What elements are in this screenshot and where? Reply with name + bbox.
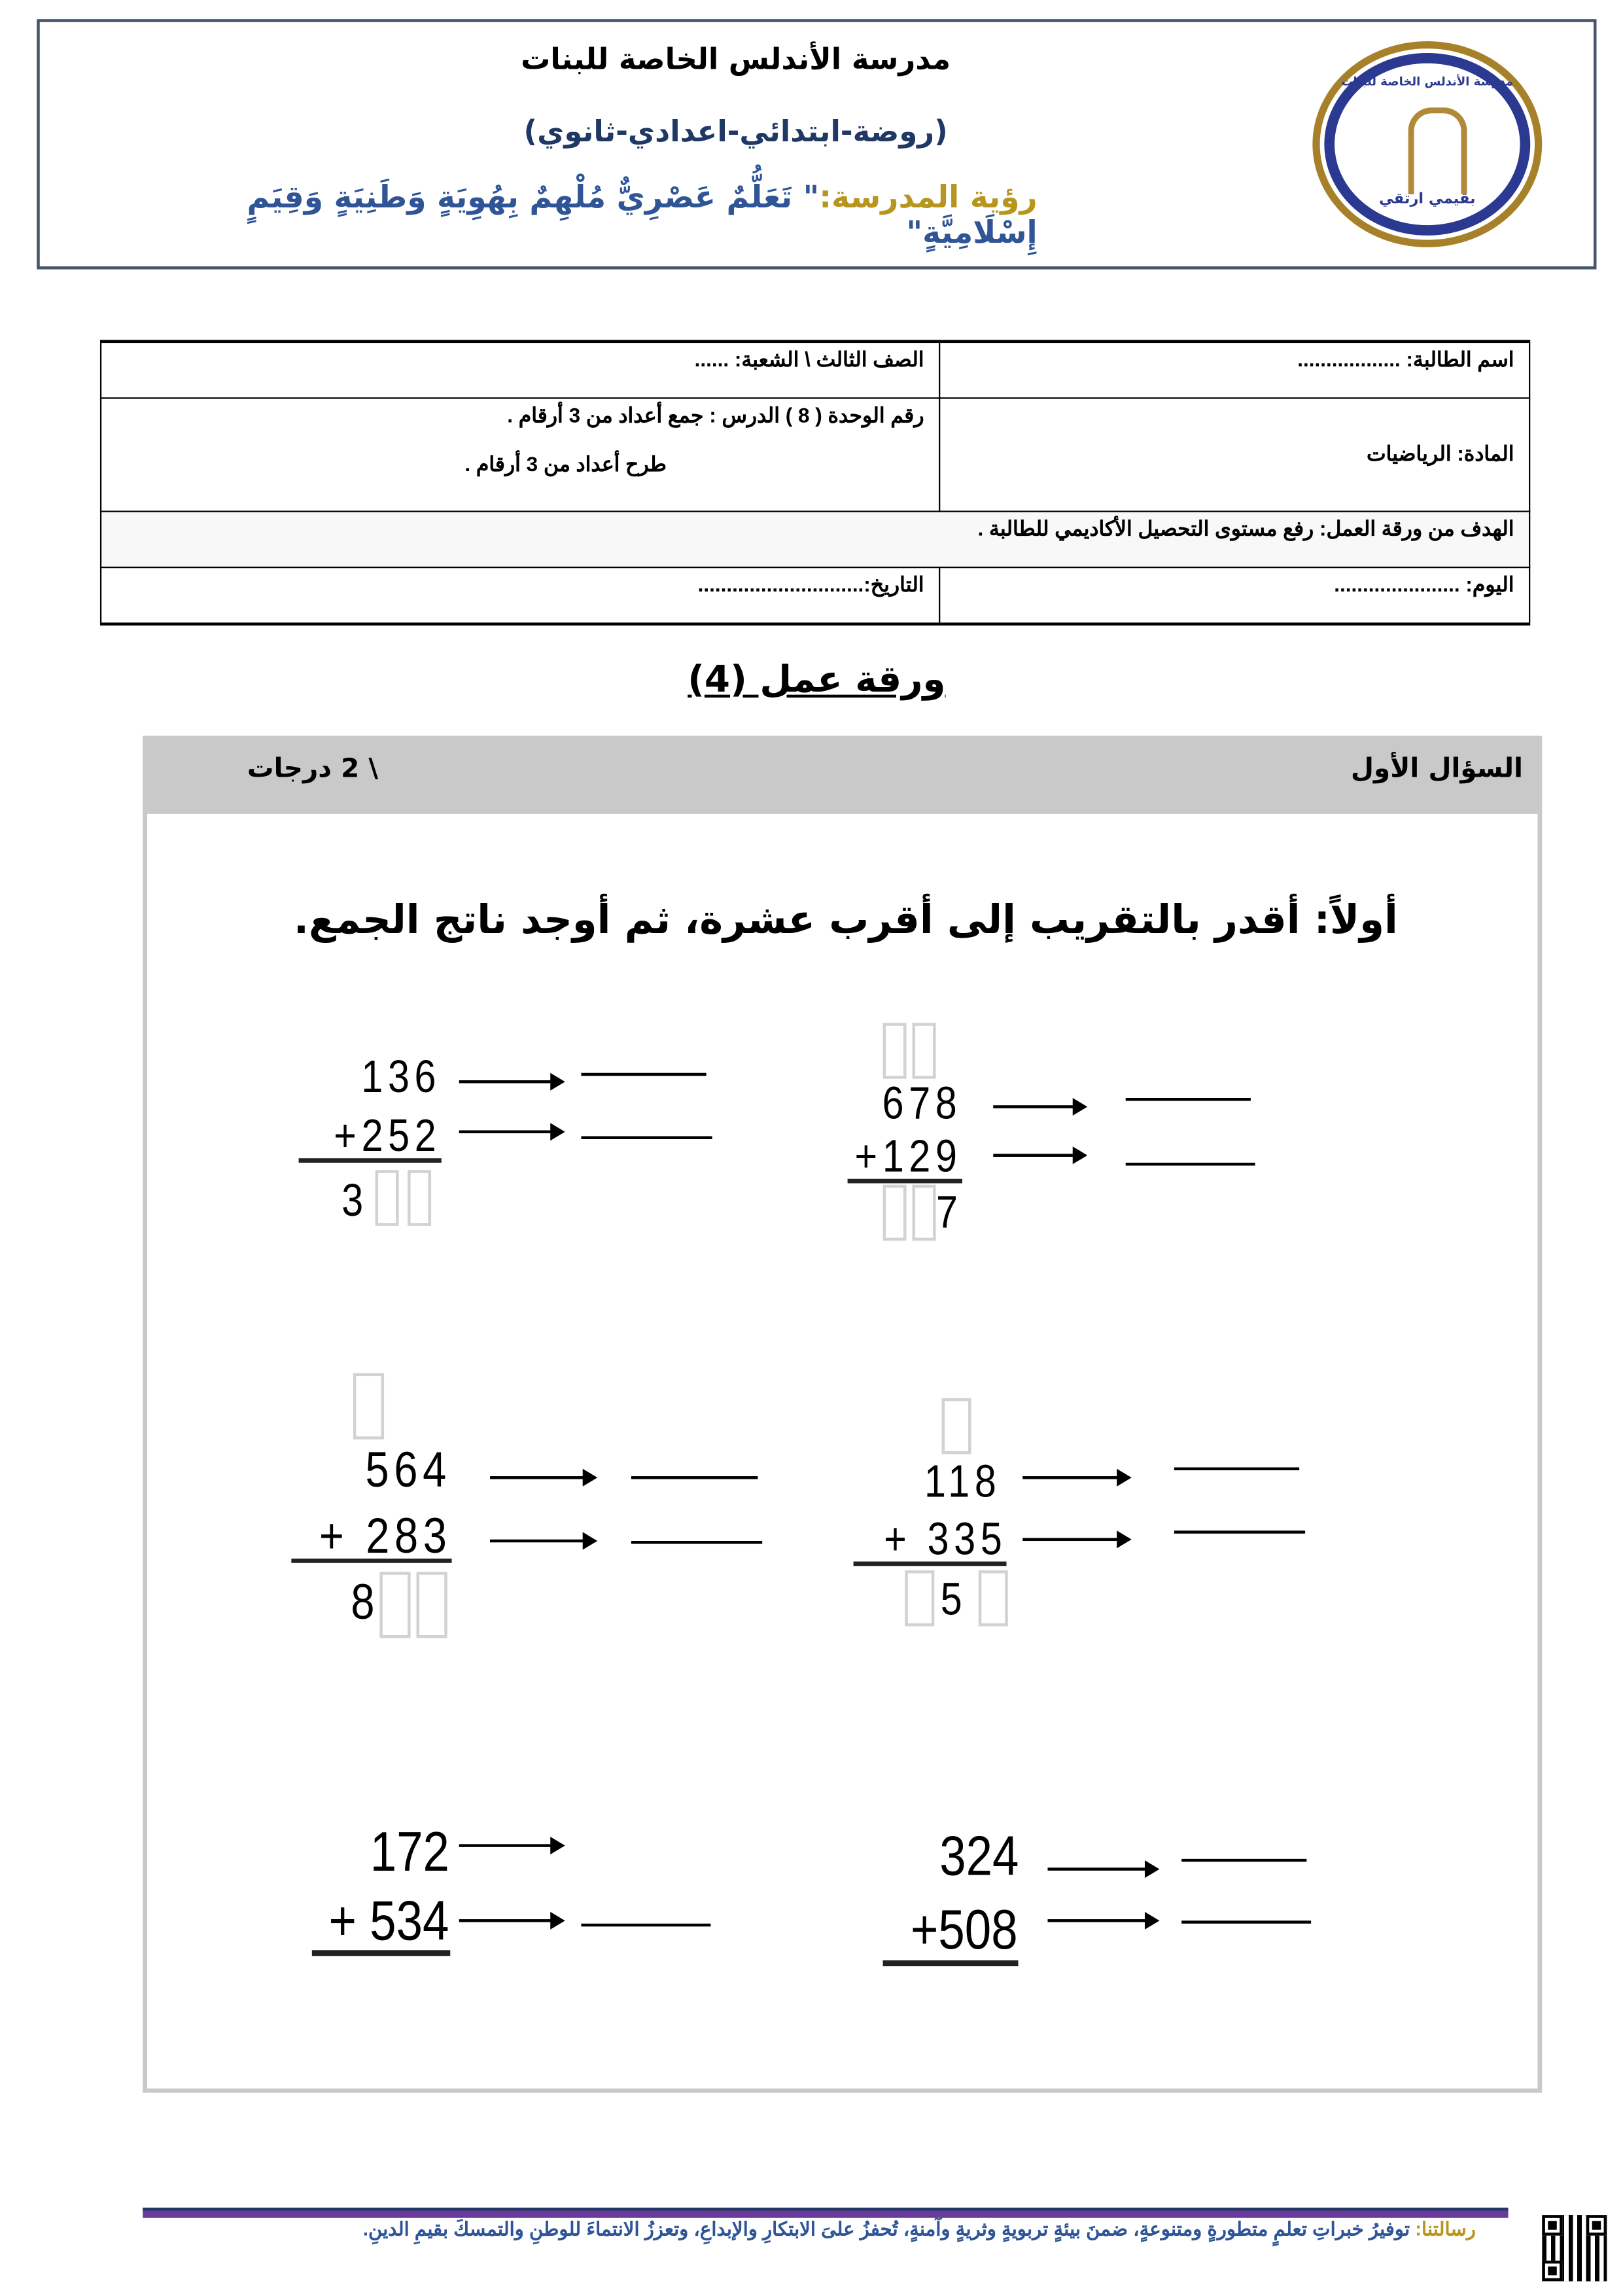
arrow-icon <box>1022 1530 1132 1549</box>
school-logo: مدرسة الأندلس الخاصة للبنات بقيمي ارتقي <box>1312 41 1543 247</box>
answer-blank[interactable] <box>1181 1858 1307 1862</box>
school-stages: (روضة-ابتدائي-اعدادي-ثانوي) <box>523 113 948 149</box>
answer-box[interactable] <box>375 1170 399 1226</box>
info-table: اسم الطالبة: .................. الصف الث… <box>99 340 1531 626</box>
carry-box[interactable] <box>882 1023 907 1079</box>
problem-1-addend: +252 <box>334 1109 442 1161</box>
arrow-icon <box>490 1468 598 1487</box>
sum-line <box>847 1178 963 1184</box>
sum-line <box>298 1158 442 1163</box>
sum-line <box>311 1950 451 1956</box>
answer-box[interactable] <box>408 1170 432 1226</box>
problem-6-top: 324 <box>939 1826 1019 1888</box>
logo-motto: بقيمي ارتقي <box>1379 191 1476 208</box>
qr-code-icon <box>1542 2215 1607 2282</box>
arrow-icon <box>1047 1860 1160 1879</box>
arrow-icon <box>459 1911 565 1930</box>
problem-5-top: 172 <box>369 1822 449 1884</box>
problem-2-result-digit: 7 <box>935 1186 963 1238</box>
answer-blank[interactable] <box>1181 1920 1312 1923</box>
school-name: مدرسة الأندلس الخاصة للبنات <box>521 41 951 77</box>
problem-1-top: 136 <box>361 1051 442 1103</box>
date-cell[interactable]: التاريخ:............................. <box>99 565 941 626</box>
answer-blank[interactable] <box>631 1541 763 1544</box>
arrow-icon <box>993 1097 1088 1116</box>
problem-1-result-digit: 3 <box>341 1174 368 1226</box>
lesson-cell: رقم الوحدة ( 8 ) الدرس : جمع أعداد من 3 … <box>99 397 941 512</box>
footer-divider <box>143 2207 1509 2218</box>
problem-3-addend: + 283 <box>319 1508 452 1565</box>
instruction: أولاً: أقدر بالتقريب إلى أقرب عشرة، ثم أ… <box>293 898 1398 944</box>
day-cell[interactable]: اليوم: ...................... <box>939 565 1531 626</box>
arrow-icon <box>1022 1468 1132 1487</box>
sum-line <box>291 1559 452 1563</box>
vision-text: " تَعَلُّمٌ عَصْرِيٌّ مُلْهِمٌ بِهُوِيَة… <box>247 179 1038 251</box>
sum-line <box>882 1960 1019 1967</box>
school-vision: رؤية المدرسة:" تَعَلُّمٌ عَصْرِيٌّ مُلْه… <box>147 179 1038 251</box>
answer-blank[interactable] <box>581 1923 711 1926</box>
answer-box[interactable] <box>978 1570 1008 1627</box>
problem-6-addend: +508 <box>911 1899 1019 1962</box>
answer-box[interactable] <box>882 1184 907 1241</box>
answer-blank[interactable] <box>1174 1467 1300 1470</box>
arrow-icon <box>459 1072 565 1091</box>
arrow-icon <box>490 1532 598 1550</box>
subject-cell: المادة: الرياضيات <box>939 397 1531 512</box>
header-frame <box>37 19 1597 270</box>
arrow-icon <box>993 1146 1088 1165</box>
answer-blank[interactable] <box>581 1136 712 1139</box>
problem-5-addend: + 534 <box>328 1891 449 1953</box>
answer-blank[interactable] <box>581 1072 707 1076</box>
question-header <box>143 735 1543 814</box>
answer-box[interactable] <box>416 1572 447 1638</box>
problem-2-top: 678 <box>882 1077 963 1129</box>
answer-box[interactable] <box>905 1570 935 1627</box>
answer-blank[interactable] <box>1174 1530 1306 1533</box>
problem-3-result-digit: 8 <box>351 1574 380 1631</box>
sum-line <box>853 1561 1007 1566</box>
carry-box[interactable] <box>912 1023 936 1079</box>
answer-box[interactable] <box>379 1572 411 1638</box>
problem-2-addend: +129 <box>854 1130 963 1182</box>
quill-arch-icon <box>1408 107 1467 194</box>
worksheet-title: ورقة عمل (4) <box>688 658 946 701</box>
lesson-line-2: طرح أعداد من 3 أرقام . <box>464 451 667 475</box>
answer-blank[interactable] <box>631 1476 758 1479</box>
carry-box[interactable] <box>941 1398 971 1455</box>
problem-3-top: 564 <box>366 1442 452 1498</box>
problem-4-top: 118 <box>924 1455 1001 1508</box>
problem-4-result-digit: 5 <box>940 1573 967 1625</box>
goal-cell: الهدف من ورقة العمل: رفع مستوى التحصيل ا… <box>99 510 1531 568</box>
problem-4-addend: + 335 <box>883 1513 1007 1565</box>
answer-blank[interactable] <box>1125 1097 1251 1101</box>
carry-box[interactable] <box>353 1373 385 1439</box>
vision-label: رؤية المدرسة: <box>819 179 1038 215</box>
question-marks: \ 2 درجات <box>247 753 379 785</box>
lesson-line-1: رقم الوحدة ( 8 ) الدرس : جمع أعداد من 3 … <box>507 402 924 427</box>
question-title: السؤال الأول <box>1350 753 1524 785</box>
arrow-icon <box>1047 1911 1160 1930</box>
answer-blank[interactable] <box>1125 1162 1255 1165</box>
student-name-cell[interactable]: اسم الطالبة: .................. <box>939 340 1531 398</box>
footer-text: توفيرُ خبراتِ تعلمٍ متطورةٍ ومتنوعةٍ، ضم… <box>362 2217 1416 2240</box>
footer-mission: رسالتنا: توفيرُ خبراتِ تعلمٍ متطورةٍ ومت… <box>363 2218 1476 2242</box>
arrow-icon <box>459 1123 565 1141</box>
footer-label: رسالتنا: <box>1415 2217 1476 2240</box>
answer-box[interactable] <box>912 1184 936 1241</box>
grade-cell[interactable]: الصف الثالث \ الشعبة: ...... <box>99 340 941 398</box>
question-box <box>143 735 1543 2093</box>
logo-text: مدرسة الأندلس الخاصة للبنات <box>1341 75 1514 88</box>
arrow-icon <box>459 1837 565 1855</box>
